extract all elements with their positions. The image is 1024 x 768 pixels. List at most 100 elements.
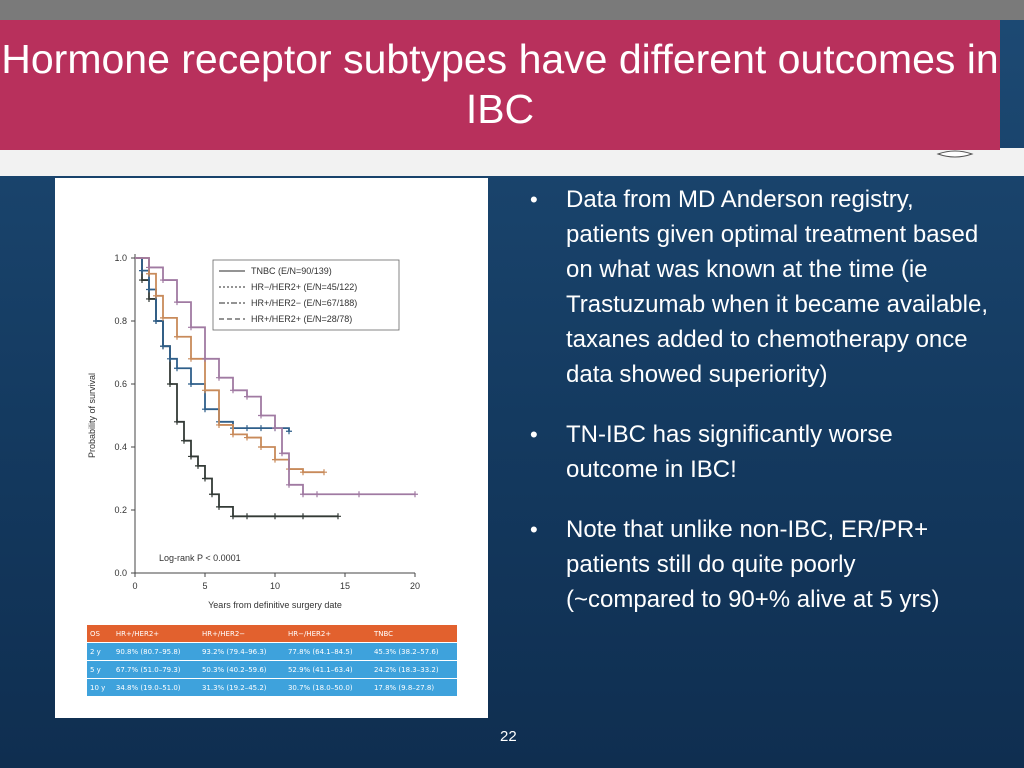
x-tick-label: 0 — [132, 581, 137, 591]
bullet-list: • Data from MD Anderson registry, patient… — [530, 182, 990, 642]
y-tick-label: 0.4 — [114, 442, 127, 452]
censor-mark — [181, 437, 187, 444]
censor-mark — [314, 491, 320, 498]
censor-mark — [272, 425, 278, 432]
y-tick-label: 0.0 — [114, 568, 127, 578]
table-cell: 34.8% (19.0–51.0) — [112, 678, 199, 696]
censor-mark — [139, 277, 145, 284]
censor-mark — [216, 503, 222, 510]
censor-mark — [167, 355, 173, 362]
table-cell: 52.9% (41.1–63.4) — [284, 660, 371, 679]
censor-mark — [300, 469, 306, 476]
overall-survival-table: OS HR+/HER2+ HR+/HER2− HR−/HER2+ TNBC 2 … — [87, 625, 457, 696]
x-tick-label: 10 — [270, 581, 280, 591]
censor-mark — [244, 513, 250, 520]
censor-mark — [188, 453, 194, 460]
legend-entry: HR−/HER2+ (E/N=45/122) — [251, 282, 357, 292]
table-cell: 77.8% (64.1–84.5) — [284, 642, 371, 661]
censor-mark — [335, 513, 341, 520]
censor-mark — [216, 374, 222, 381]
survival-curve-series — [135, 257, 324, 474]
bullet-text: TN-IBC has significantly worse outcome i… — [566, 421, 893, 483]
table-header-cell: HR+/HER2− — [198, 625, 285, 643]
table-row: 10 y 34.8% (19.0–51.0) 31.3% (19.2–45.2)… — [87, 678, 457, 696]
censor-mark — [174, 333, 180, 340]
censor-mark — [230, 513, 236, 520]
censor-mark — [272, 456, 278, 463]
censor-mark — [258, 412, 264, 419]
table-header-cell: HR+/HER2+ — [112, 625, 199, 643]
x-tick-label: 15 — [340, 581, 350, 591]
censor-mark — [209, 491, 215, 498]
censor-mark — [321, 469, 327, 476]
figure-panel: 0.0 0.2 0.4 0.6 0.8 1.0 0 5 10 15 20 Years from def… — [55, 178, 488, 718]
censor-mark — [286, 481, 292, 488]
legend-entry: TNBC (E/N=90/139) — [251, 266, 332, 276]
censor-mark — [202, 355, 208, 362]
bullet-text: Data from MD Anderson registry, patients… — [566, 186, 988, 388]
x-tick-label: 20 — [410, 581, 420, 591]
censor-mark — [258, 444, 264, 450]
censor-mark — [216, 421, 222, 428]
title-banner — [0, 20, 1000, 150]
censor-mark — [195, 462, 201, 469]
censor-mark — [202, 387, 208, 394]
censor-mark — [139, 267, 145, 274]
censor-mark — [412, 491, 418, 498]
censor-mark — [300, 491, 306, 498]
bullet-item: • Data from MD Anderson registry, patient… — [530, 182, 990, 392]
y-tick-label: 0.2 — [114, 505, 127, 515]
table-cell: 2 y — [87, 642, 113, 661]
bullet-text: Note that unlike non-IBC, ER/PR+ patient… — [566, 516, 940, 613]
table-header-cell: TNBC — [370, 625, 457, 643]
censor-mark — [279, 450, 285, 457]
table-row: 2 y 90.8% (80.7–95.8) 93.2% (79.4–96.3) … — [87, 642, 457, 661]
censor-mark — [160, 277, 166, 284]
bullet-item: • Note that unlike non-IBC, ER/PR+ patien… — [530, 512, 990, 617]
censor-mark — [146, 286, 152, 293]
censor-mark — [286, 428, 292, 435]
y-axis-label: Probability of survival — [87, 373, 97, 458]
legend-entry: HR+/HER2− (E/N=67/188) — [251, 298, 357, 308]
x-axis-label: Years from definitive surgery date — [208, 600, 342, 610]
slide-title: Hormone receptor subtypes have different… — [1, 36, 999, 132]
y-tick-label: 1.0 — [114, 253, 127, 263]
bullet-dot-icon: • — [530, 187, 538, 212]
censor-mark — [146, 270, 152, 277]
page-number: 22 — [500, 728, 517, 745]
table-cell: 5 y — [87, 660, 113, 679]
top-strip — [0, 0, 1024, 20]
log-rank-annotation: Log-rank P < 0.0001 — [159, 553, 241, 563]
censor-mark — [167, 381, 173, 387]
censor-mark — [188, 324, 194, 331]
censor-mark — [272, 513, 278, 520]
censor-mark — [188, 355, 194, 362]
table-header-cell: OS — [87, 625, 113, 643]
censor-mark — [230, 387, 236, 394]
censor-mark — [244, 425, 250, 432]
censor-mark — [174, 365, 180, 372]
censor-mark — [202, 406, 208, 413]
censor-mark — [202, 475, 208, 482]
survival-chart: 0.0 0.2 0.4 0.6 0.8 1.0 0 5 10 15 20 Years from def… — [87, 253, 420, 610]
table-cell: 50.3% (40.2–59.6) — [198, 660, 285, 679]
table-cell: 31.3% (19.2–45.2) — [198, 678, 285, 696]
censor-mark — [160, 343, 166, 350]
table-cell: 24.2% (18.3–33.2) — [370, 660, 457, 679]
bullet-item: • TN-IBC has significantly worse outcome … — [530, 417, 990, 487]
table-header-row: OS HR+/HER2+ HR+/HER2− HR−/HER2+ TNBC — [87, 625, 457, 643]
censor-mark — [174, 418, 180, 425]
table-cell: 67.7% (51.0–79.3) — [112, 660, 199, 679]
legend-entry: HR+/HER2+ (E/N=28/78) — [251, 314, 352, 324]
table-cell: 93.2% (79.4–96.3) — [198, 642, 285, 661]
table-header-cell: HR−/HER2+ — [284, 625, 371, 643]
y-tick-label: 0.6 — [114, 379, 127, 389]
table-cell: 17.8% (9.8–27.8) — [370, 678, 457, 696]
censor-mark — [174, 299, 180, 306]
censor-mark — [153, 292, 159, 299]
censor-mark — [244, 434, 250, 441]
table-cell: 90.8% (80.7–95.8) — [112, 642, 199, 661]
table-cell: 10 y — [87, 678, 113, 696]
censor-mark — [300, 513, 306, 520]
x-tick-label: 5 — [202, 581, 207, 591]
